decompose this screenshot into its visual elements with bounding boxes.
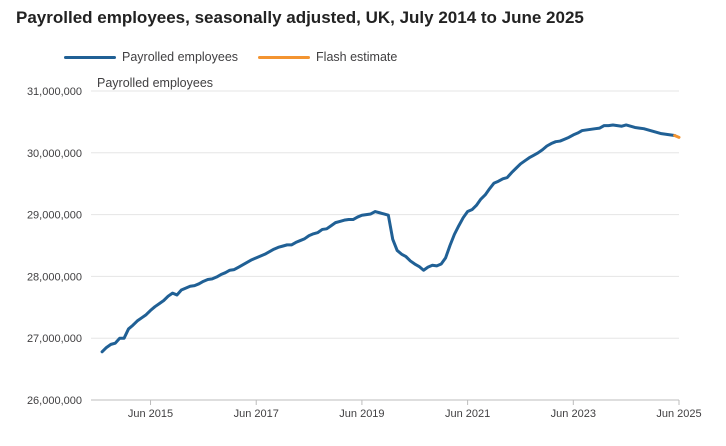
y-tick-label-1: 27,000,000	[27, 333, 82, 345]
y-tick-label-3: 29,000,000	[27, 210, 82, 222]
x-tick-label-3: Jun 2021	[445, 408, 490, 420]
y-tick-label-0: 26,000,000	[27, 395, 82, 407]
y-tick-label-5: 31,000,000	[27, 86, 82, 98]
y-tick-label-4: 30,000,000	[27, 148, 82, 160]
series-lines	[102, 125, 679, 352]
x-tick-label-1: Jun 2017	[234, 408, 279, 420]
y-tick-label-2: 28,000,000	[27, 271, 82, 283]
series-line-payrolled-employees[interactable]	[102, 125, 675, 352]
series-line-flash-estimate[interactable]	[675, 136, 679, 138]
tick-labels: 26,000,000 27,000,000 28,000,000 29,000,000…	[27, 86, 702, 420]
x-tick-label-2: Jun 2019	[339, 408, 384, 420]
x-tick-label-4: Jun 2023	[551, 408, 596, 420]
x-tick-label-5: Jun 2025	[656, 408, 701, 420]
x-tick-label-0: Jun 2015	[128, 408, 173, 420]
axes	[91, 400, 679, 405]
